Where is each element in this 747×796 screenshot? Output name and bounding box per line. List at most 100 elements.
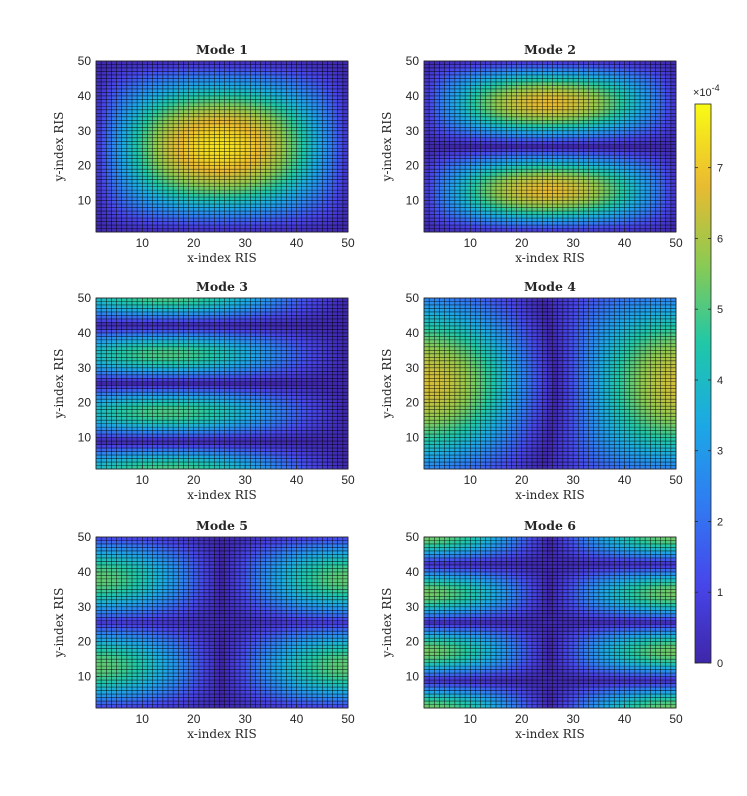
heatmap-cell xyxy=(337,134,344,139)
heatmap-cell xyxy=(188,225,195,229)
heatmap-cell xyxy=(162,221,169,226)
heatmap-cell xyxy=(281,134,287,139)
heatmap-cell xyxy=(301,190,308,194)
heatmap-cell xyxy=(291,225,297,229)
heatmap-cell xyxy=(198,137,205,142)
heatmap-cell xyxy=(204,200,210,205)
heatmap-cell xyxy=(337,221,344,226)
heatmap-cell xyxy=(276,134,282,139)
heatmap-cell xyxy=(312,228,318,233)
heatmap-cell xyxy=(234,214,241,219)
heatmap-cell xyxy=(147,204,153,208)
heatmap-cell xyxy=(173,183,179,187)
heatmap-cell xyxy=(219,214,225,219)
heatmap-cell xyxy=(286,197,292,201)
heatmap-cell xyxy=(317,221,323,226)
heatmap-cell xyxy=(342,141,349,146)
heatmap-cell xyxy=(291,158,297,163)
heatmap-cell xyxy=(332,155,339,160)
heatmap-cell xyxy=(157,148,164,153)
heatmap-cell xyxy=(198,197,205,201)
heatmap-cell xyxy=(276,179,282,184)
heatmap-cell xyxy=(142,151,148,156)
heatmap-cell xyxy=(322,200,328,205)
heatmap-cell xyxy=(204,123,210,128)
heatmap-cell xyxy=(240,127,246,132)
heatmap-cell xyxy=(240,207,246,212)
heatmap-cell xyxy=(106,186,112,191)
heatmap-cell xyxy=(142,148,148,153)
heatmap-cell xyxy=(188,214,195,219)
heatmap-cell xyxy=(209,172,215,177)
heatmap-cell xyxy=(137,228,143,233)
heatmap-cell xyxy=(204,165,210,170)
heatmap-cell xyxy=(245,165,251,170)
heatmap-cell xyxy=(168,127,174,132)
heatmap-cell xyxy=(168,211,174,215)
heatmap-cell xyxy=(219,218,225,222)
heatmap-cells xyxy=(96,61,349,233)
heatmap-cell xyxy=(286,151,292,156)
heatmap-cell xyxy=(173,158,179,163)
heatmap-cell xyxy=(157,207,164,212)
heatmap-cell xyxy=(312,130,318,135)
heatmap-cell xyxy=(188,221,195,226)
heatmap-cell xyxy=(137,218,143,222)
heatmap-cell xyxy=(96,158,102,163)
heatmap-cell xyxy=(142,211,148,215)
heatmap-cell xyxy=(301,193,308,198)
heatmap-cell xyxy=(322,134,328,139)
heatmap-cell xyxy=(96,225,102,229)
heatmap-cell xyxy=(219,148,225,153)
heatmap-cell xyxy=(132,130,138,135)
heatmap-cell xyxy=(178,183,184,187)
heatmap-cell xyxy=(240,162,246,166)
heatmap-cell xyxy=(245,123,251,128)
heatmap-cell xyxy=(265,134,272,139)
heatmap-cell xyxy=(137,190,143,194)
heatmap-cell xyxy=(152,141,159,146)
heatmap-cell xyxy=(111,130,117,135)
heatmap-cell xyxy=(178,155,184,160)
heatmap-cell xyxy=(147,221,153,226)
heatmap-cell xyxy=(209,190,215,194)
heatmap-cell xyxy=(229,155,236,160)
heatmap-cell xyxy=(173,162,179,166)
heatmap-cell xyxy=(193,204,200,208)
heatmap-cell xyxy=(265,214,272,219)
heatmap-cell xyxy=(260,197,267,201)
heatmap-cell xyxy=(276,137,282,142)
heatmap-cell xyxy=(312,207,318,212)
heatmap-cell xyxy=(173,172,179,177)
heatmap-cell xyxy=(173,137,179,142)
heatmap-cell xyxy=(111,197,117,201)
heatmap-cell xyxy=(198,144,205,149)
heatmap-cell xyxy=(101,204,107,208)
heatmap-cell xyxy=(291,211,297,215)
heatmap-cell xyxy=(224,214,231,219)
heatmap-cell xyxy=(204,207,210,212)
heatmap-cell xyxy=(116,211,123,215)
heatmap-cell xyxy=(204,221,210,226)
heatmap-cell xyxy=(312,200,318,205)
heatmap-cell xyxy=(193,183,200,187)
heatmap-cell xyxy=(306,172,313,177)
heatmap-cell xyxy=(209,162,215,166)
heatmap-cell xyxy=(209,221,215,226)
heatmap-cell xyxy=(291,179,297,184)
heatmap-cell xyxy=(322,158,328,163)
heatmap-cell xyxy=(322,211,328,215)
heatmap-cell xyxy=(111,186,117,191)
heatmap-cell xyxy=(260,134,267,139)
heatmap-cell xyxy=(219,211,225,215)
heatmap-cell xyxy=(178,214,184,219)
heatmap-cell xyxy=(214,218,220,222)
heatmap-cell xyxy=(342,207,349,212)
heatmap-cell xyxy=(245,228,251,233)
heatmap-cell xyxy=(255,158,261,163)
heatmap-cell xyxy=(168,162,174,166)
heatmap-cell xyxy=(214,211,220,215)
heatmap-cell xyxy=(198,158,205,163)
heatmap-cell xyxy=(312,137,318,142)
heatmap-cell xyxy=(342,190,349,194)
